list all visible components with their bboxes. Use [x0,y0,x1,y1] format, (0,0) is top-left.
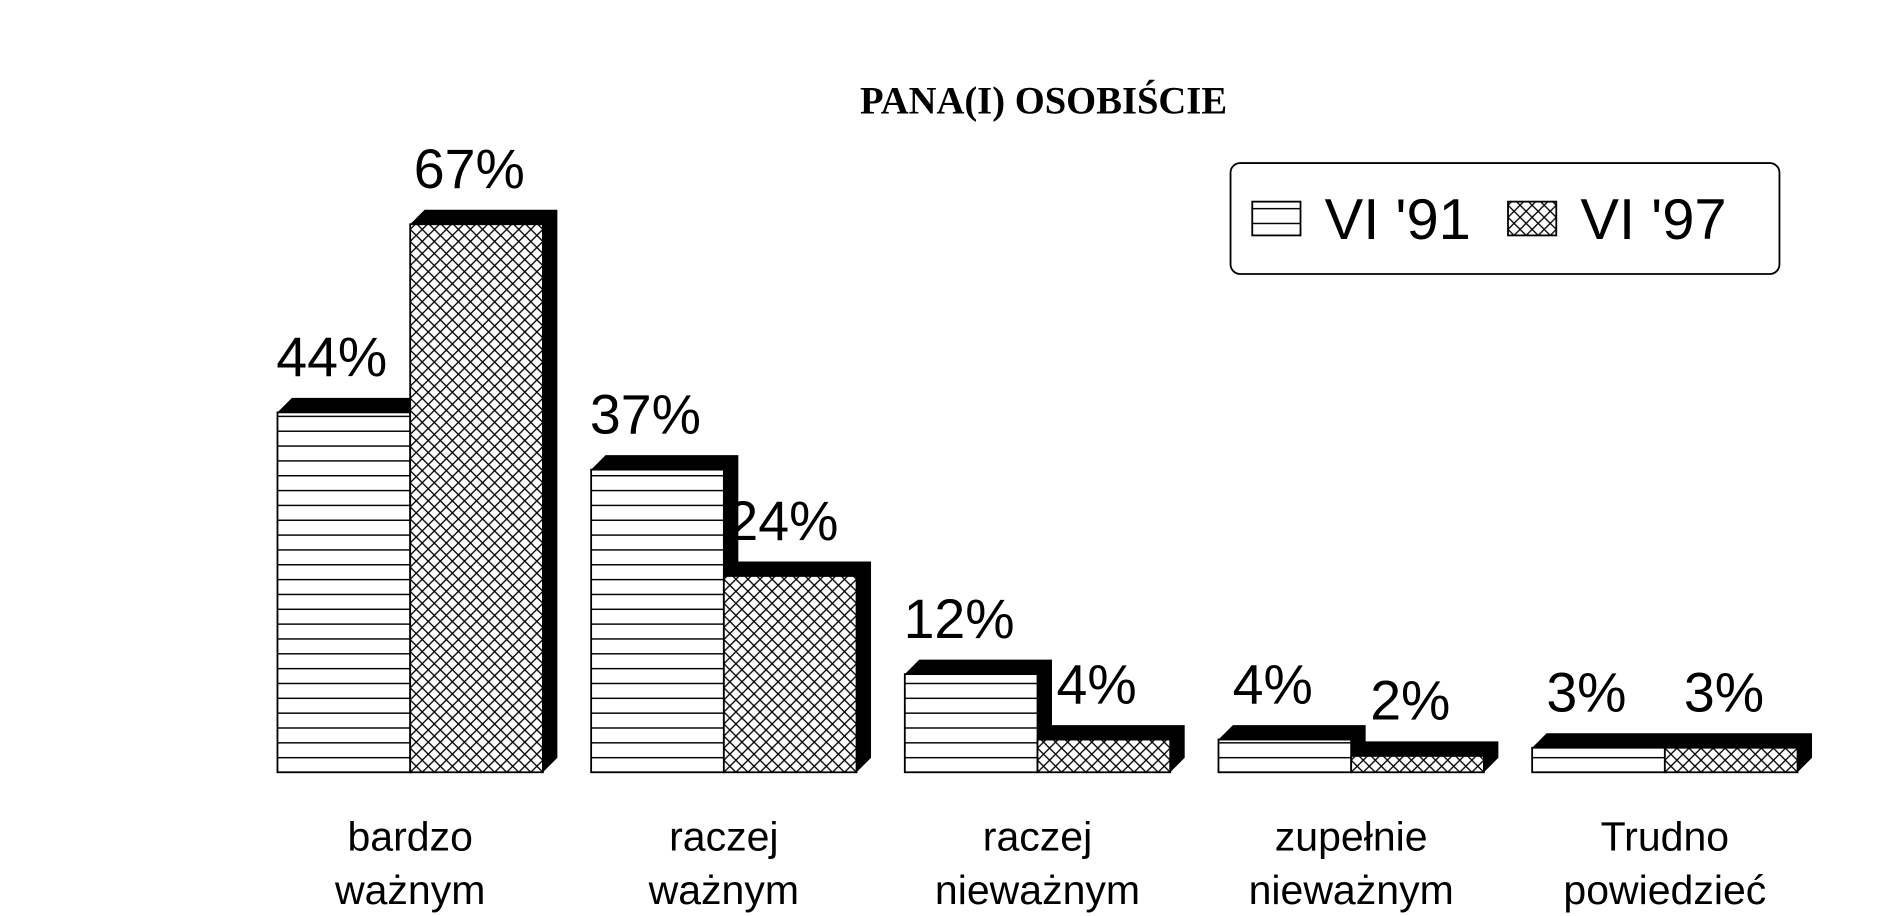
legend-swatch [1507,200,1558,237]
legend-label: VI '91 [1325,188,1471,252]
category-box: raczej ważnym [648,814,800,914]
bar-depth [1532,733,1680,773]
value-label: 4% [1057,653,1137,715]
value-label: 3% [1684,662,1764,724]
x-tick-label: raczej ważnym [648,814,800,914]
value-label: 37% [590,383,701,445]
value-label: 4% [1233,653,1313,715]
bar [590,468,725,774]
bar [1036,738,1172,774]
legend-swatch [1251,200,1302,237]
chart-title: PANA(I) OSOBIŚCIE [860,81,1227,123]
bar [1663,746,1799,774]
x-tick-label: bardzo ważnym [334,814,486,914]
bar-depth [1037,725,1185,773]
category-box: Trudno powiedzieć [1563,814,1767,914]
value-label: 2% [1370,670,1450,732]
bar-depth [1664,733,1813,773]
bar [409,223,544,774]
value-label: 44% [276,326,387,388]
bar [1217,738,1353,774]
bar-depth [1218,725,1366,773]
bar-depth [1351,741,1499,773]
category-box: zupełnie nieważnym [1248,814,1454,914]
bar [1531,746,1666,774]
category-box: raczej nieważnym [934,814,1141,914]
value-label: 24% [727,490,838,552]
category-box: bardzo ważnym [334,814,486,914]
legend-box [1229,162,1781,275]
legend-label: VI '97 [1580,188,1726,252]
value-label: 12% [904,588,1015,650]
value-label: 3% [1546,662,1626,724]
bar-depth [904,659,1052,773]
bar [903,673,1039,774]
bar [722,575,858,774]
bar [276,411,412,774]
bar [1350,755,1485,774]
value-label: 67% [414,138,525,200]
x-tick-label: raczej nieważnym [934,814,1141,914]
x-tick-label: Trudno powiedzieć [1563,814,1767,914]
x-tick-label: zupełnie nieważnym [1248,814,1454,914]
